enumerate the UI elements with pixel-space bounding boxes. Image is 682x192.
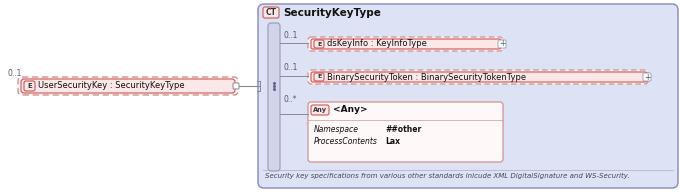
Text: Security key specifications from various other standards inicude XML DigitalSign: Security key specifications from various… xyxy=(265,173,629,179)
Text: 0..1: 0..1 xyxy=(8,69,23,78)
FancyBboxPatch shape xyxy=(311,72,647,82)
Text: +: + xyxy=(499,40,505,49)
Text: UserSecurityKey : SecurityKeyType: UserSecurityKey : SecurityKeyType xyxy=(38,81,185,90)
Text: ##other: ##other xyxy=(385,126,421,135)
FancyBboxPatch shape xyxy=(314,40,324,48)
Text: Namespace: Namespace xyxy=(314,126,359,135)
FancyBboxPatch shape xyxy=(314,73,324,81)
FancyBboxPatch shape xyxy=(643,73,651,81)
FancyBboxPatch shape xyxy=(21,79,235,93)
FancyBboxPatch shape xyxy=(258,4,678,188)
Text: E: E xyxy=(317,74,321,79)
Text: 0..1: 0..1 xyxy=(284,31,299,40)
Text: 0..*: 0..* xyxy=(284,95,297,104)
FancyBboxPatch shape xyxy=(18,77,238,95)
FancyBboxPatch shape xyxy=(233,83,239,89)
Text: BinarySecurityToken : BinarySecurityTokenType: BinarySecurityToken : BinarySecurityToke… xyxy=(327,73,526,81)
Text: Any: Any xyxy=(313,107,327,113)
Text: 0..1: 0..1 xyxy=(284,64,299,73)
FancyBboxPatch shape xyxy=(311,105,329,115)
FancyBboxPatch shape xyxy=(24,81,35,91)
FancyBboxPatch shape xyxy=(308,70,648,84)
FancyBboxPatch shape xyxy=(498,40,506,48)
Text: ProcessContents: ProcessContents xyxy=(314,137,378,146)
Text: +: + xyxy=(644,73,650,81)
Text: Lax: Lax xyxy=(385,137,400,146)
FancyBboxPatch shape xyxy=(308,37,503,51)
Text: SecurityKeyType: SecurityKeyType xyxy=(283,8,381,18)
Text: E: E xyxy=(27,83,32,89)
FancyBboxPatch shape xyxy=(311,39,501,49)
FancyBboxPatch shape xyxy=(308,102,503,162)
Text: E: E xyxy=(317,41,321,46)
FancyBboxPatch shape xyxy=(263,7,279,18)
FancyBboxPatch shape xyxy=(268,23,280,171)
Text: dsKeyInfo : KeyInfoType: dsKeyInfo : KeyInfoType xyxy=(327,40,427,49)
Text: CT: CT xyxy=(265,8,276,17)
Text: <Any>: <Any> xyxy=(333,105,368,114)
